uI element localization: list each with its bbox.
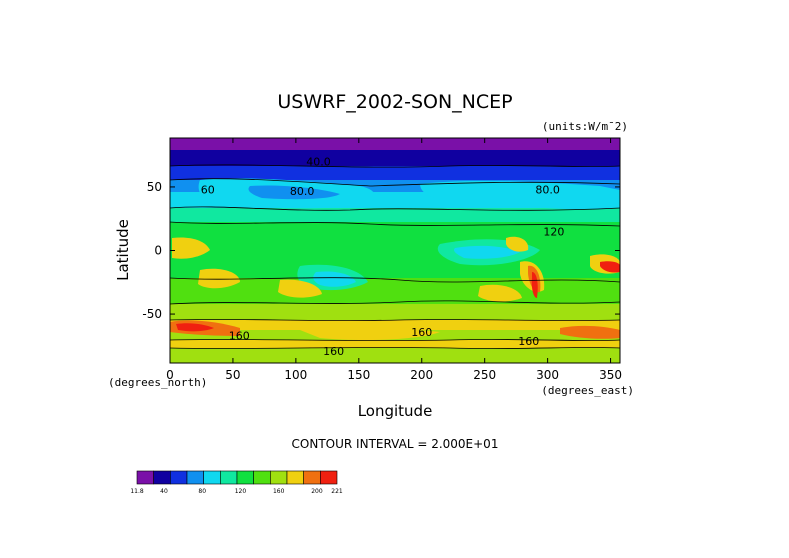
contour-interval-label: CONTOUR INTERVAL = 2.000E+01	[292, 437, 499, 451]
colorbar	[136, 470, 338, 485]
y-axis-label: Latitude	[114, 219, 132, 281]
contour-line	[170, 347, 620, 349]
contour-label: 80.0	[535, 183, 560, 196]
x-axis-label: Longitude	[358, 402, 433, 420]
contour-label: 160	[323, 345, 344, 358]
y-tick-label: 50	[147, 180, 162, 194]
feature-east-red	[600, 261, 620, 273]
y-tick-label: -50	[142, 307, 162, 321]
colorbar-cell	[220, 470, 238, 485]
contour-line	[170, 164, 620, 168]
colorbar-cell	[203, 470, 221, 485]
x-tick-label: 300	[536, 368, 559, 382]
x-axis-ticks: 0 50 100 150 200 250 300 350	[166, 138, 622, 382]
band-south-3	[170, 320, 620, 330]
contour-line	[170, 178, 620, 187]
colorbar-tick-label: 11.8	[130, 488, 144, 495]
contour-label: 160	[518, 335, 539, 348]
contour-line	[170, 277, 620, 283]
contour-label: 80.0	[290, 185, 315, 198]
band-polar-north	[170, 138, 620, 150]
feature-sahara-yellow	[198, 268, 240, 289]
band-south-1	[170, 278, 620, 304]
colorbar-cell	[270, 470, 288, 485]
feature-andes-red	[531, 272, 538, 298]
contour-label: 160	[411, 326, 432, 339]
colorbar-tick-label: 40	[160, 488, 168, 495]
colorbar-tick-label: 80	[198, 488, 206, 495]
feature-southern-red	[176, 323, 214, 332]
colorbar-tick-label: 160	[273, 488, 285, 495]
x-tick-label: 350	[599, 368, 622, 382]
band-south-2	[170, 304, 620, 320]
contour-lines	[170, 164, 620, 349]
x-tick-label: 250	[473, 368, 496, 382]
colorbar-tick-label: 120	[235, 488, 247, 495]
x-tick-label: 100	[284, 368, 307, 382]
feature-indian-yellow	[278, 279, 322, 298]
colorbar-tick-label: 221	[331, 488, 343, 495]
colorbar-cell	[303, 470, 321, 485]
chart-title: USWRF_2002-SON_NCEP	[277, 91, 512, 113]
feature-sub-antarctic-orange	[560, 325, 620, 339]
x-unit-label: (degrees_east)	[541, 384, 634, 397]
feature-india-cyan	[313, 271, 356, 287]
contour-line	[170, 221, 620, 227]
colorbar-cell	[153, 470, 171, 485]
x-tick-label: 0	[166, 368, 174, 382]
colorbar-cell	[320, 470, 338, 485]
y-axis-ticks: -50 0 50	[142, 180, 620, 321]
contour-labels: 40.0 80.0 80.0 60 120 160 160 160 160	[201, 156, 565, 358]
feature-se-pacific-yellow	[478, 284, 522, 302]
contour-line	[170, 300, 620, 305]
x-tick-label: 50	[225, 368, 240, 382]
band-south-5	[170, 340, 620, 348]
band-north-1	[170, 150, 620, 166]
x-tick-label: 200	[410, 368, 433, 382]
feature-sub-antarctic-yellow	[300, 327, 440, 340]
y-tick-label: 0	[154, 244, 162, 258]
colorbar-cell	[170, 470, 188, 485]
feature-pacific-cyan	[454, 245, 520, 259]
colorbar-labels: 11.8 40 80 120 160 200 221	[130, 488, 343, 495]
contour-line	[170, 319, 620, 321]
contour-line	[170, 206, 620, 211]
contour-label: 60	[201, 183, 215, 196]
plot-area	[170, 138, 620, 363]
colorbar-cell	[253, 470, 271, 485]
contour-label: 120	[543, 225, 564, 238]
y-unit-label: (degrees_north)	[108, 376, 207, 389]
colorbar-cell	[236, 470, 254, 485]
band-tropics	[170, 222, 620, 278]
contour-line	[170, 339, 620, 341]
colorbar-tick-label: 200	[311, 488, 323, 495]
contour-label: 160	[229, 330, 250, 343]
units-label: (units:W/m¯2)	[542, 120, 628, 133]
feature-peru-yellow	[506, 236, 529, 252]
contour-label: 40.0	[306, 156, 331, 169]
band-north-2	[170, 166, 620, 180]
colorbar-cell	[286, 470, 304, 485]
x-tick-label: 150	[347, 368, 370, 382]
feature-north-atlantic-cyan	[420, 180, 620, 210]
feature-asia-blue	[248, 185, 340, 200]
colorbar-cell	[136, 470, 154, 485]
band-polar-south	[170, 348, 620, 363]
colorbar-cell	[186, 470, 204, 485]
band-north-5	[170, 208, 620, 222]
feature-africa-yellow	[172, 237, 210, 259]
